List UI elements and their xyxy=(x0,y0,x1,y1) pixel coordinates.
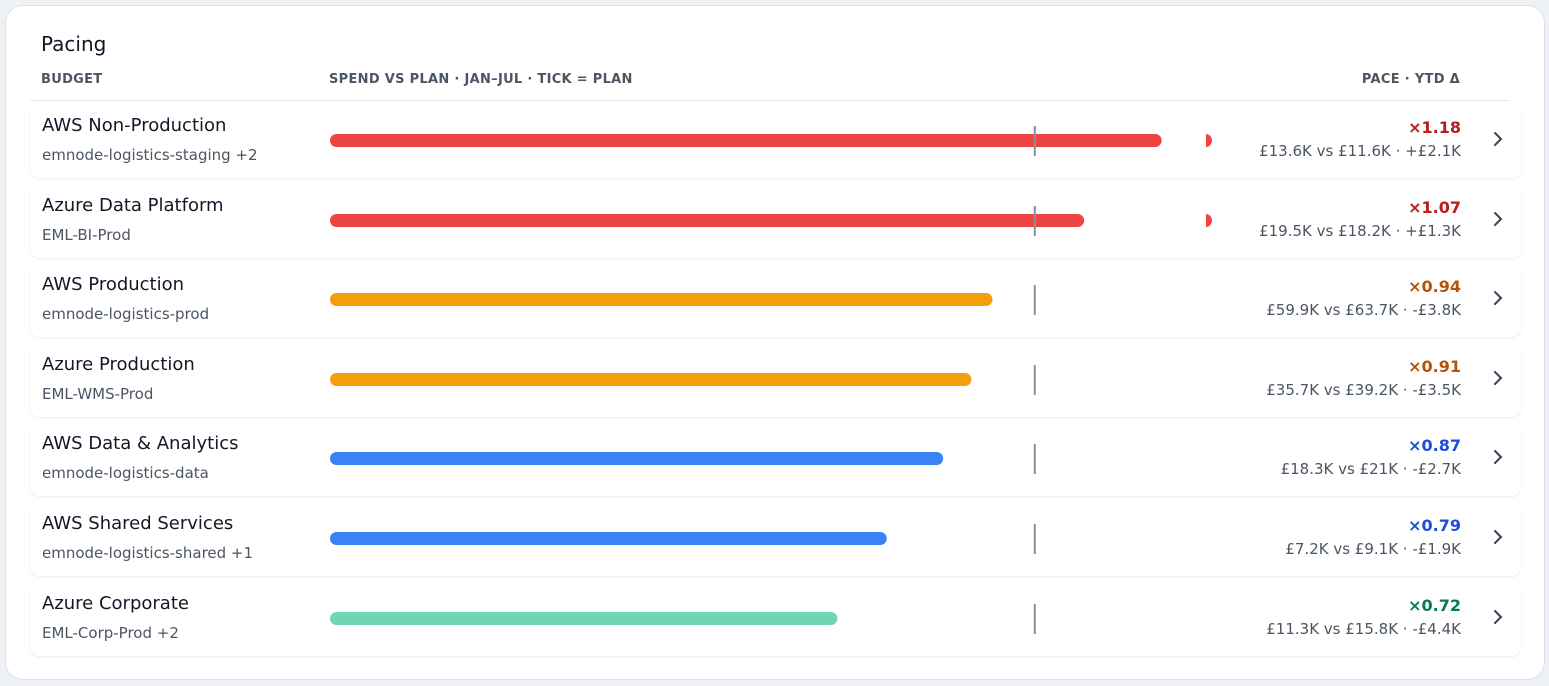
pace-label: ×0.87 xyxy=(1408,436,1461,456)
budget-row[interactable]: Azure Corporate EML-Corp-Prod +2 ×0.72 £11.… xyxy=(30,578,1521,656)
pace-bar-chart xyxy=(330,524,1036,554)
pace-label: ×0.72 xyxy=(1408,595,1461,615)
pace-bar-chart xyxy=(330,444,1036,475)
chevron-icon xyxy=(1494,530,1503,544)
budget-row[interactable]: Azure Data Platform EML-BI-Prod ×1.07 £19.5… xyxy=(30,180,1521,258)
spend-detail: £19.5K vs £18.2K · +£1.3K xyxy=(1259,221,1461,240)
budget-name: AWS Data & Analytics xyxy=(42,433,239,455)
budget-name: AWS Production xyxy=(42,274,185,296)
budget-row[interactable]: Azure Production EML-WMS-Prod ×0.91 £35.7K … xyxy=(30,339,1521,417)
pace-label: ×1.18 xyxy=(1408,118,1461,137)
chevron[interactable] xyxy=(1492,130,1504,148)
chevron-icon xyxy=(1494,450,1503,465)
budget-row[interactable]: AWS Production emnode-logistics-prod ×0.94… xyxy=(30,260,1521,338)
pace-label: ×0.79 xyxy=(1408,516,1461,535)
budget-name: AWS Shared Services xyxy=(42,513,234,534)
pace-bar-chart xyxy=(330,364,1036,395)
spend-detail: £18.3K vs £21K · -£2.7K xyxy=(1280,460,1461,479)
column-header: BUDGET xyxy=(41,72,103,87)
column-header: SPEND VS PLAN · JAN–JUL · TICK = PLAN xyxy=(329,72,633,87)
spend-detail: £7.2K vs £9.1K · -£1.9K xyxy=(1285,540,1461,558)
chevron[interactable] xyxy=(1492,369,1504,387)
budget-accounts: emnode-logistics-staging +2 xyxy=(42,146,258,164)
chevron[interactable] xyxy=(1492,608,1504,626)
chevron[interactable] xyxy=(1492,448,1504,466)
spend-detail: £35.7K vs £39.2K · -£3.5K xyxy=(1266,380,1461,399)
pace-bar xyxy=(330,372,972,386)
chevron-icon xyxy=(1494,211,1503,226)
pace-bar xyxy=(330,452,944,466)
budget-accounts: EML-BI-Prod xyxy=(42,225,131,244)
chevron[interactable] xyxy=(1492,528,1504,546)
budget-row[interactable]: AWS Non-Production emnode-logistics-stagi… xyxy=(30,101,1521,178)
pace-bar-chart xyxy=(330,126,1212,156)
budget-accounts: emnode-logistics-prod xyxy=(42,305,210,324)
budget-name: AWS Non-Production xyxy=(42,115,227,136)
budget-name: Azure Production xyxy=(42,353,195,375)
pace-bar xyxy=(330,532,887,545)
pace-bar-chart xyxy=(330,285,1036,316)
chevron-icon xyxy=(1494,609,1503,624)
budget-name: Azure Data Platform xyxy=(42,194,224,216)
chevron[interactable] xyxy=(1492,210,1504,228)
spend-detail: £13.6K vs £11.6K · +£2.1K xyxy=(1259,142,1461,160)
budget-row[interactable]: AWS Shared Services emnode-logistics-shar… xyxy=(30,499,1521,576)
chevron-icon xyxy=(1494,370,1503,385)
pace-bar xyxy=(330,611,838,625)
pace-bar xyxy=(330,134,1162,147)
chevron-icon xyxy=(1494,291,1503,306)
overspend-cap xyxy=(1206,134,1212,147)
pace-label: ×0.94 xyxy=(1408,277,1461,297)
spend-detail: £59.9K vs £63.7K · -£3.8K xyxy=(1266,301,1461,320)
pace-label: ×1.07 xyxy=(1408,197,1461,217)
budget-accounts: emnode-logistics-data xyxy=(42,464,209,483)
spend-detail: £11.3K vs £15.8K · -£4.4K xyxy=(1266,619,1461,638)
budget-accounts: emnode-logistics-shared +1 xyxy=(42,544,254,562)
card: Pacing BUDGET SPEND VS PLAN · JAN–JUL · … xyxy=(5,5,1545,680)
column-header: PACE · YTD Δ xyxy=(1361,72,1460,87)
pace-label: ×0.91 xyxy=(1408,356,1461,376)
title: Pacing xyxy=(41,32,107,56)
pace-bar-chart xyxy=(330,205,1212,236)
pace-bar xyxy=(330,213,1085,227)
overspend-cap xyxy=(1206,213,1212,227)
budget-row[interactable]: AWS Data & Analytics emnode-logistics-dat… xyxy=(30,419,1521,497)
divider xyxy=(30,100,1510,101)
pace-bar-chart xyxy=(330,603,1036,634)
budget-accounts: EML-Corp-Prod +2 xyxy=(42,623,179,642)
chevron[interactable] xyxy=(1492,289,1504,307)
budget-name: Azure Corporate xyxy=(42,592,189,614)
pace-bar xyxy=(330,293,993,307)
chevron-icon xyxy=(1494,132,1503,146)
budget-accounts: EML-WMS-Prod xyxy=(42,384,154,403)
